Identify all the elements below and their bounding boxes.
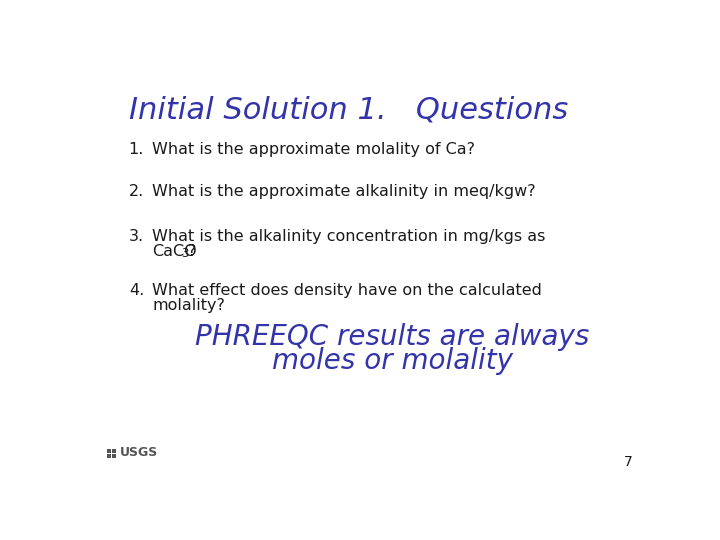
Text: What is the approximate molality of Ca?: What is the approximate molality of Ca? [152,142,475,157]
Text: CaCO: CaCO [152,244,197,259]
Text: What is the approximate alkalinity in meq/kgw?: What is the approximate alkalinity in me… [152,184,536,199]
Text: USGS: USGS [120,447,158,460]
Text: moles or molality: moles or molality [271,347,513,375]
Bar [112,454,116,457]
Bar [112,449,116,453]
Bar [107,454,111,457]
Text: 3: 3 [181,247,188,260]
Bar [107,449,111,453]
Text: What is the alkalinity concentration in mg/kgs as: What is the alkalinity concentration in … [152,229,545,244]
Text: 4.: 4. [129,283,144,298]
Text: 1.: 1. [129,142,144,157]
Text: molality?: molality? [152,298,225,313]
Text: PHREEQC results are always: PHREEQC results are always [195,323,590,351]
Text: Initial Solution 1.   Questions: Initial Solution 1. Questions [129,96,568,125]
Text: 7: 7 [624,455,632,469]
Text: 2.: 2. [129,184,144,199]
Text: 3.: 3. [129,229,144,244]
Text: ?: ? [188,244,196,259]
Text: What effect does density have on the calculated: What effect does density have on the cal… [152,283,542,298]
